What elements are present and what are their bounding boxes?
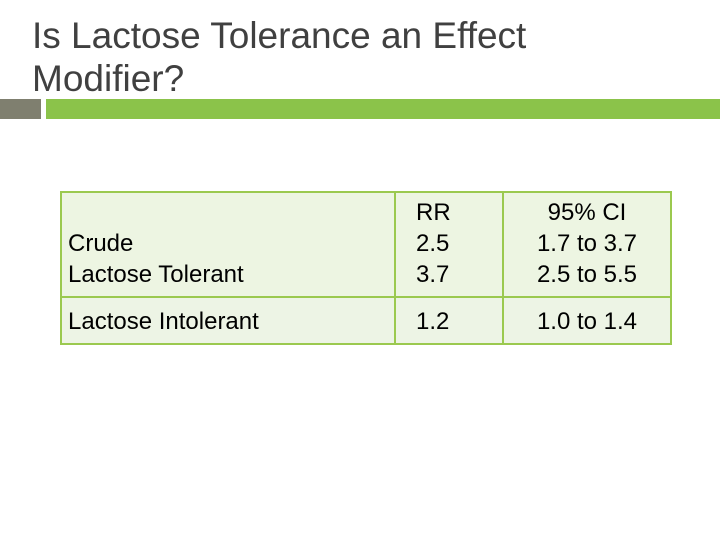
results-table: Crude Lactose Tolerant RR 2.5 3.7 95% CI…: [60, 191, 672, 345]
rr-value: 1.2: [416, 308, 450, 335]
title-underline-green: [46, 99, 720, 119]
table-row: Crude Lactose Tolerant RR 2.5 3.7 95% CI…: [60, 191, 672, 298]
ci-value: 1.7 to 3.7: [536, 230, 638, 257]
table-cell-label: Crude Lactose Tolerant: [60, 191, 396, 298]
ci-value: 1.0 to 1.4: [536, 308, 638, 335]
header-rr: RR: [416, 199, 451, 226]
table-cell-label: Lactose Intolerant: [60, 296, 396, 345]
table-row: Lactose Intolerant 1.2 1.0 to 1.4: [60, 296, 672, 345]
results-table-container: Crude Lactose Tolerant RR 2.5 3.7 95% CI…: [60, 191, 672, 345]
header-ci: 95% CI: [547, 199, 627, 226]
table-cell-rr: 1.2: [394, 296, 504, 345]
slide-title: Is Lactose Tolerance an Effect Modifier?: [32, 15, 527, 99]
table-cell-rr: RR 2.5 3.7: [394, 191, 504, 298]
table-cell-ci: 1.0 to 1.4: [502, 296, 672, 345]
table-cell-ci: 95% CI 1.7 to 3.7 2.5 to 5.5: [502, 191, 672, 298]
row-label: Lactose Tolerant: [68, 261, 244, 288]
row-label: Crude: [68, 230, 134, 257]
title-underline-gray: [0, 99, 41, 119]
row-label: Lactose Intolerant: [68, 308, 259, 335]
rr-value: 2.5: [416, 230, 450, 257]
rr-value: 3.7: [416, 261, 450, 288]
ci-value: 2.5 to 5.5: [536, 261, 638, 288]
